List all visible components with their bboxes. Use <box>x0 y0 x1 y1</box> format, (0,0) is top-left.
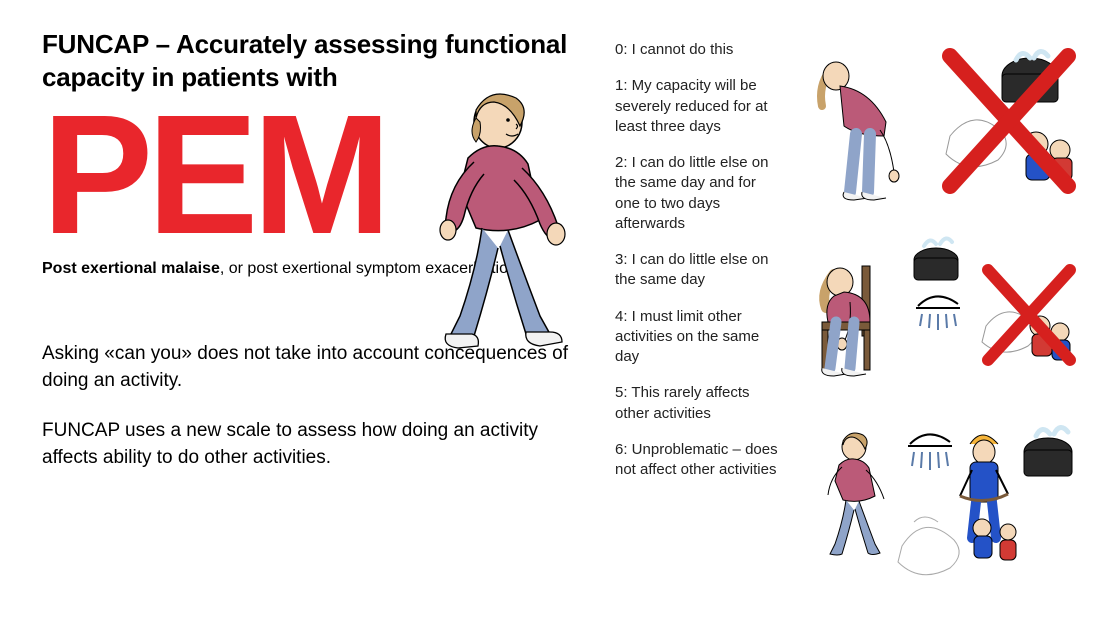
scale-item-6: 6: Unproblematic – does not affect other… <box>615 440 785 481</box>
illustration-row-2 <box>800 416 1080 591</box>
illustration-row-1 <box>800 226 1080 401</box>
scale-item-2: 2: I can do little else on the same day … <box>615 153 785 234</box>
shower-icon <box>908 434 952 470</box>
walking-woman-svg <box>390 80 590 360</box>
scale-item-5: 5: This rarely affects other activities <box>615 383 785 424</box>
scale-item-0: 0: I cannot do this <box>615 40 785 60</box>
bag-icon <box>898 517 959 575</box>
scale-item-3: 3: I can do little else on the same day <box>615 250 785 291</box>
scale-item-4: 4: I must limit other activities on the … <box>615 307 785 368</box>
shower-icon <box>916 296 960 330</box>
scale-item-1: 1: My capacity will be severely reduced … <box>615 76 785 137</box>
illus-row1-svg <box>800 226 1080 401</box>
illus-row2-svg <box>800 416 1080 591</box>
slide: FUNCAP – Accurately assessing functional… <box>0 0 1100 619</box>
illustration-column <box>800 36 1080 606</box>
walking-woman-illustration <box>390 80 590 360</box>
illustration-row-0 <box>800 36 1080 211</box>
pot-icon <box>914 238 958 280</box>
body-paragraph-2: FUNCAP uses a new scale to assess how do… <box>42 417 582 472</box>
illus-row0-svg <box>800 36 1080 211</box>
walking-woman-small-icon <box>828 433 884 555</box>
pot-icon <box>1024 427 1072 476</box>
scale-column: 0: I cannot do this 1: My capacity will … <box>615 40 785 496</box>
bent-woman-icon <box>821 62 899 200</box>
